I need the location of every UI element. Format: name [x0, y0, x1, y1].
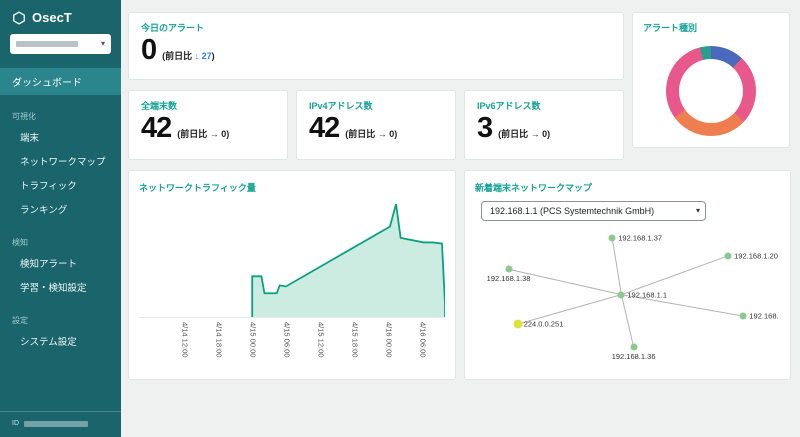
x-tick-label: 4/15 12:00: [316, 322, 326, 358]
main-content: 今日のアラート 0 (前日比 ↓ 27) 全端末数 42 (前日比 → 0) I…: [121, 0, 800, 437]
x-tick-label: 4/14 12:00: [180, 322, 190, 358]
network-edges: [475, 229, 780, 363]
sidebar-item-system-settings[interactable]: システム設定: [20, 337, 77, 348]
network-node-label: 192.168.1.1: [627, 290, 668, 300]
chevron-down-icon: ▾: [100, 39, 105, 48]
sidebar-item-ranking[interactable]: ランキング: [20, 205, 68, 216]
x-tick-label: 4/15 06:00: [282, 322, 292, 358]
today-alerts-title: 今日のアラート: [141, 23, 205, 33]
x-tick-label: 4/16 00:00: [384, 322, 394, 358]
user-id-label: ID: [12, 420, 19, 427]
ipv4-count-value: 42: [309, 112, 340, 144]
x-tick-label: 4/15 18:00: [350, 322, 360, 358]
sidebar: OsecT ▾ ダッシュボード 可視化 端末 ネットワークマップ トラフィック …: [0, 0, 121, 437]
device-select[interactable]: 192.168.1.1 (PCS Systemtechnik GmbH): [481, 201, 706, 221]
today-alerts-delta: (前日比 ↓ 27): [162, 51, 215, 61]
new-device-network-map-card: 新着端末ネットワークマップ 192.168.1.1 (PCS Systemtec…: [464, 170, 791, 380]
network-node[interactable]: [608, 234, 616, 242]
alert-types-card: アラート種別: [632, 12, 790, 148]
section-title-visualization: 可視化: [12, 112, 36, 121]
ipv6-count-title: IPv6アドレス数: [477, 101, 541, 111]
total-devices-card: 全端末数 42 (前日比 → 0): [128, 90, 288, 160]
today-alerts-value: 0: [141, 34, 157, 66]
network-node[interactable]: [724, 252, 732, 260]
ipv4-count-card: IPv4アドレス数 42 (前日比 → 0): [296, 90, 456, 160]
network-node-label: 224.0.0.251: [523, 319, 564, 329]
ipv6-count-delta: (前日比 → 0): [498, 129, 551, 139]
traffic-x-axis: 4/14 12:00 4/14 18:00 4/15 00:00 4/15 06:00…: [139, 318, 445, 368]
x-tick-label: 4/14 18:00: [214, 322, 224, 358]
network-node[interactable]: [617, 291, 625, 299]
network-node-label: 192.168.1.38: [486, 274, 531, 284]
network-node[interactable]: [505, 265, 513, 273]
section-title-settings: 設定: [12, 316, 28, 325]
network-node[interactable]: [513, 319, 523, 329]
app-name: OsecT: [32, 10, 72, 25]
app-logo: OsecT: [0, 0, 121, 34]
traffic-volume-card: ネットワークトラフィック量 4/14 12:00 4/14 18:00 4/15 0…: [128, 170, 456, 380]
traffic-volume-title: ネットワークトラフィック量: [139, 183, 256, 193]
x-tick-label: 4/16 06:00: [418, 322, 428, 358]
section-title-detection: 検知: [12, 238, 28, 247]
network-node-label: 192.168.1.37: [618, 233, 663, 243]
hexagon-logo-icon: [13, 10, 25, 25]
sidebar-item-network-map[interactable]: ネットワークマップ: [20, 157, 106, 168]
ipv4-count-title: IPv4アドレス数: [309, 101, 373, 111]
sidebar-item-detection-alerts[interactable]: 検知アラート: [20, 259, 78, 270]
ipv6-count-value: 3: [477, 112, 493, 144]
network-node[interactable]: [630, 343, 638, 351]
total-devices-delta: (前日比 → 0): [177, 129, 230, 139]
today-alerts-card: 今日のアラート 0 (前日比 ↓ 27): [128, 12, 624, 80]
ipv4-count-delta: (前日比 → 0): [345, 129, 398, 139]
sidebar-nav: 可視化 端末 ネットワークマップ トラフィック ランキング 検知 検知アラート …: [0, 111, 121, 353]
network-node-label: 192.168.: [749, 311, 779, 321]
organization-select[interactable]: ▾: [10, 34, 111, 54]
sidebar-item-dashboard[interactable]: ダッシュボード: [0, 68, 121, 95]
traffic-area-fill: [252, 204, 445, 317]
total-devices-value: 42: [141, 112, 172, 144]
sidebar-item-learning-detection-settings[interactable]: 学習・検知設定: [20, 283, 87, 294]
network-node-label: 192.168.1.36: [611, 351, 656, 361]
network-graph: 192.168.1.37 192.168.1.20 192.168.1.38 192.…: [475, 229, 780, 363]
traffic-area-line: [252, 204, 445, 317]
ipv6-count-card: IPv6アドレス数 3 (前日比 → 0): [464, 90, 624, 160]
total-devices-title: 全端末数: [141, 101, 178, 111]
traffic-chart: [139, 204, 445, 318]
network-map-title: 新着端末ネットワークマップ: [475, 183, 593, 193]
network-node[interactable]: [739, 312, 747, 320]
alert-type-donut: [666, 46, 756, 136]
redacted-text: [16, 41, 78, 47]
x-tick-label: 4/15 00:00: [248, 322, 258, 358]
redacted-user-id: [24, 420, 88, 427]
sidebar-footer: ID: [0, 411, 121, 437]
sidebar-item-devices[interactable]: 端末: [20, 133, 40, 144]
alert-types-title: アラート種別: [643, 23, 698, 33]
sidebar-item-traffic[interactable]: トラフィック: [20, 181, 77, 192]
delta-down-arrow: ↓ 27: [194, 51, 212, 61]
network-node-label: 192.168.1.20: [734, 251, 778, 261]
